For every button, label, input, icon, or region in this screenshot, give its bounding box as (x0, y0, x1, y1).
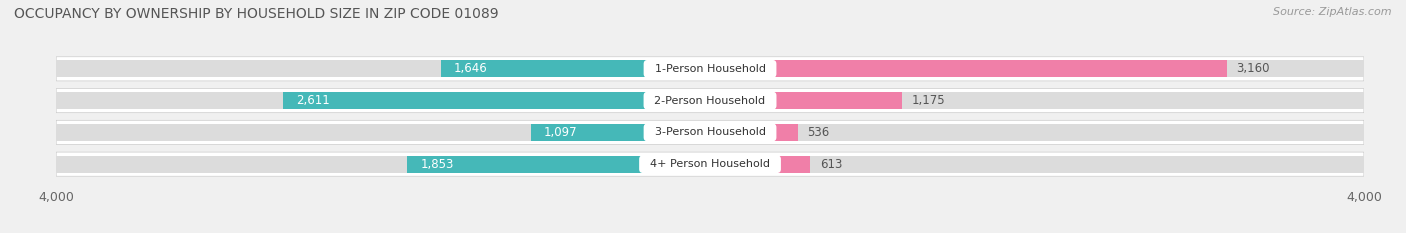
Bar (56, 60, 710, 77)
Bar (56, 153, 1364, 176)
FancyBboxPatch shape (56, 89, 1364, 113)
Text: 613: 613 (820, 158, 842, 171)
Bar (56, 124, 710, 141)
Bar (56, 121, 1364, 144)
Bar (56, 92, 710, 109)
Bar (710, 60, 1226, 77)
Bar (710, 124, 797, 141)
Text: 1,853: 1,853 (420, 158, 454, 171)
Bar (56, 89, 1364, 112)
Text: 1,097: 1,097 (544, 126, 578, 139)
Text: 1,175: 1,175 (912, 94, 945, 107)
Bar (710, 92, 903, 109)
Bar (710, 124, 1364, 141)
Bar (283, 92, 710, 109)
Text: 3-Person Household: 3-Person Household (648, 127, 772, 137)
Bar (56, 156, 710, 173)
Bar (408, 156, 710, 173)
Bar (56, 57, 1364, 80)
Bar (710, 60, 1364, 77)
FancyBboxPatch shape (56, 120, 1364, 144)
FancyBboxPatch shape (56, 152, 1364, 176)
Bar (710, 156, 1364, 173)
Text: Source: ZipAtlas.com: Source: ZipAtlas.com (1274, 7, 1392, 17)
Text: 536: 536 (807, 126, 830, 139)
Bar (530, 124, 710, 141)
Text: OCCUPANCY BY OWNERSHIP BY HOUSEHOLD SIZE IN ZIP CODE 01089: OCCUPANCY BY OWNERSHIP BY HOUSEHOLD SIZE… (14, 7, 499, 21)
FancyBboxPatch shape (56, 57, 1364, 81)
Text: 1-Person Household: 1-Person Household (648, 64, 772, 74)
Bar (441, 60, 710, 77)
Text: 1,646: 1,646 (454, 62, 488, 75)
Bar (710, 156, 810, 173)
Bar (710, 92, 1364, 109)
Text: 4+ Person Household: 4+ Person Household (643, 159, 778, 169)
Text: 3,160: 3,160 (1236, 62, 1270, 75)
Text: 2,611: 2,611 (297, 94, 330, 107)
Text: 2-Person Household: 2-Person Household (648, 96, 772, 106)
